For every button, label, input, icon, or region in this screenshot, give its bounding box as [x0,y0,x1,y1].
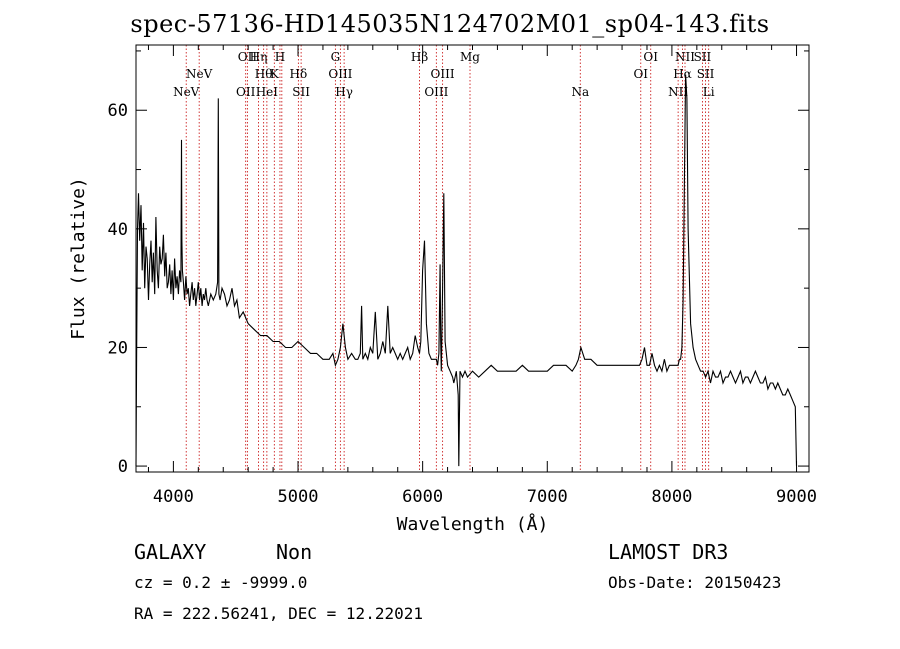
line-label: OIII [424,85,448,99]
line-label: NII [675,50,695,64]
coordinates: RA = 222.56241, DEC = 12.22021 [134,604,423,623]
line-label: NeV [173,85,200,99]
subclass-label: Non [276,540,313,564]
y-axis-label: Flux (relative) [68,177,89,340]
y-tick-label: 60 [108,101,128,121]
spectrum-series [135,74,798,467]
line-label: OII [236,85,256,99]
x-tick-label: 8000 [651,487,692,507]
x-tick-label: 7000 [527,487,568,507]
y-tick-label: 40 [108,220,128,240]
class-label: GALAXY [134,540,207,564]
line-label: Li [703,85,715,99]
line-markers [185,45,710,472]
line-label: SII [694,50,712,64]
line-label: G [331,50,341,64]
line-label: OI [633,67,648,81]
x-tick-label: 5000 [278,487,319,507]
tick-labels: 4000 5000 6000 7000 8000 9000 0 20 40 60 [108,101,817,507]
line-label: Hδ [290,67,308,81]
plot-title: spec-57136-HD145035N124702M01_sp04-143.f… [130,10,770,38]
line-label: Hθ [255,67,273,81]
y-tick-label: 20 [108,338,128,358]
x-tick-label: 4000 [153,487,194,507]
line-label: NeV [186,67,213,81]
line-label: K [270,67,280,81]
line-label: Na [571,85,589,99]
survey-label: LAMOST DR3 [608,540,729,564]
x-axis-label: Wavelength (Å) [397,513,549,535]
obs-date: Obs-Date: 20150423 [608,573,782,592]
line-label: SII [697,67,715,81]
line-label: Hα [673,67,692,81]
line-labels: NeVNeVOIIOIIHηHθHeIKHHδSIIGOIIIHγHβOIIIO… [173,50,715,99]
x-tick-label: 6000 [402,487,443,507]
line-label: Mg [460,50,480,64]
line-label: OII [238,50,258,64]
line-label: Hγ [335,85,353,99]
redshift-line: cz = 0.2 ± -9999.0 [134,573,308,592]
y-tick-label: 0 [118,457,128,477]
line-label: H [275,50,285,64]
line-label: OIII [431,67,455,81]
line-label: SII [292,85,310,99]
axis-ticks [136,45,809,472]
line-label: HeI [256,85,279,99]
line-label: NII [668,85,688,99]
line-label: OI [643,50,658,64]
line-label: Hη [250,50,268,64]
x-tick-label: 9000 [776,487,817,507]
plot-frame [135,44,810,473]
line-label: Hβ [411,50,428,64]
line-label: OIII [328,67,352,81]
